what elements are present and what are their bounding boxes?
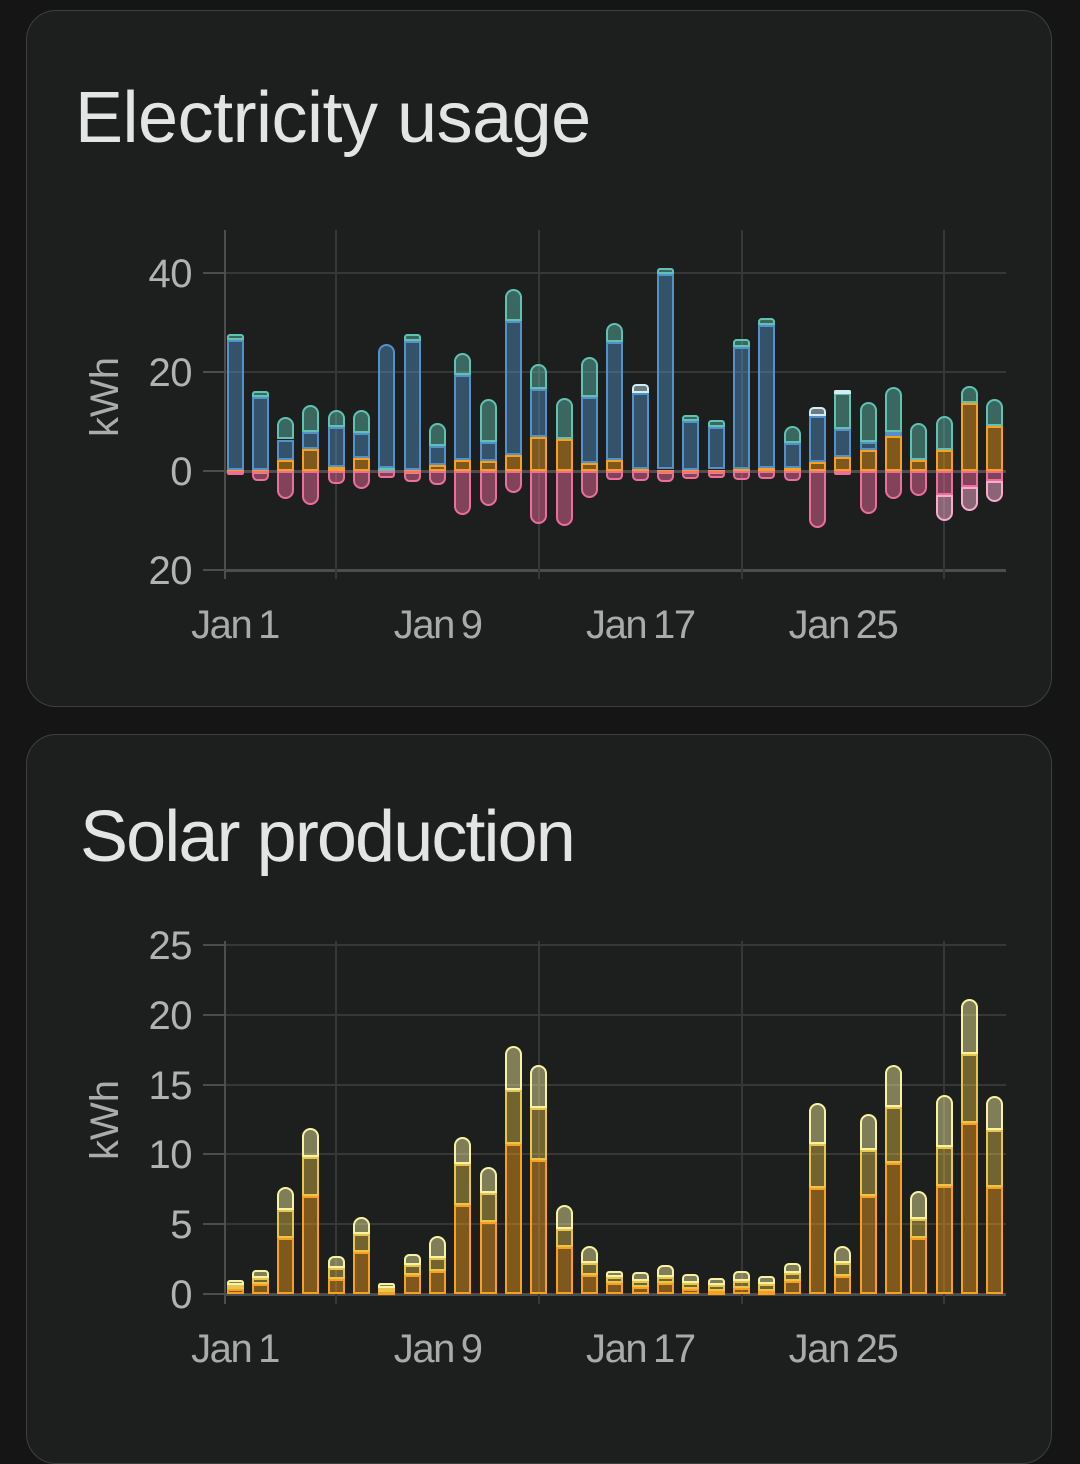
solar-production-title: Solar production (80, 797, 576, 877)
electricity-usage-title: Electricity usage (75, 78, 591, 158)
electricity-usage-card: Electricity usage (26, 10, 1052, 707)
solar-production-card: Solar production (26, 734, 1052, 1464)
